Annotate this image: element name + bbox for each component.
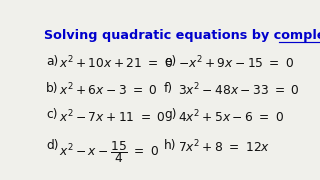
Text: $x^2 + 6x - 3\ =\ 0$: $x^2 + 6x - 3\ =\ 0$ <box>59 82 157 98</box>
Text: f): f) <box>164 82 173 95</box>
Text: $3x^2 - 48x - 33\ =\ 0$: $3x^2 - 48x - 33\ =\ 0$ <box>178 82 300 98</box>
Text: $x^2 - 7x + 11\ =\ 0$: $x^2 - 7x + 11\ =\ 0$ <box>59 108 165 125</box>
Text: c): c) <box>46 108 58 121</box>
Text: $4x^2 + 5x - 6\ =\ 0$: $4x^2 + 5x - 6\ =\ 0$ <box>178 108 284 125</box>
Text: $7x^2 + 8\ =\ 12x$: $7x^2 + 8\ =\ 12x$ <box>178 139 270 155</box>
Text: b): b) <box>46 82 59 95</box>
Text: $x^2 - x - \dfrac{15}{4}\ =\ 0$: $x^2 - x - \dfrac{15}{4}\ =\ 0$ <box>59 139 159 165</box>
Text: $-x^2 + 9x - 15\ =\ 0$: $-x^2 + 9x - 15\ =\ 0$ <box>178 55 294 71</box>
Text: a): a) <box>46 55 59 68</box>
Text: $x^2 + 10x + 21\ =\ 0$: $x^2 + 10x + 21\ =\ 0$ <box>59 55 173 71</box>
Text: Solving quadratic equations by completing the square: Solving quadratic equations by completin… <box>44 29 320 42</box>
Text: d): d) <box>46 139 59 152</box>
Text: e): e) <box>164 55 176 68</box>
Text: h): h) <box>164 139 177 152</box>
Text: g): g) <box>164 108 177 121</box>
